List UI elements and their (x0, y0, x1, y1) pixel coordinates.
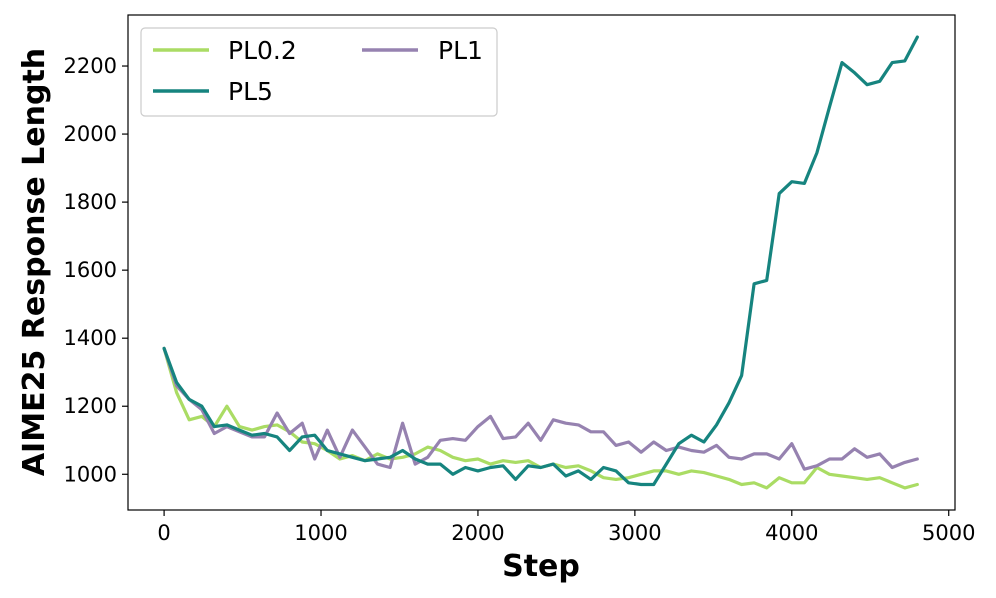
x-tick-label: 4000 (765, 521, 818, 545)
plot-frame (127, 14, 956, 511)
series-line-pl5 (162, 35, 919, 487)
x-tick-label: 3000 (608, 521, 661, 545)
x-tick-label: 1000 (294, 521, 347, 545)
y-axis-title: AIME25 Response Length (17, 48, 52, 476)
series-layer (162, 35, 919, 490)
y-tick-label: 1400 (64, 326, 117, 350)
legend-label-pl1: PL1 (438, 36, 483, 65)
y-tick-label: 1600 (64, 258, 117, 282)
series-line-pl1 (162, 346, 919, 471)
y-tick-label: 2000 (64, 122, 117, 146)
x-tick-label: 0 (157, 521, 170, 545)
x-tick-label: 5000 (922, 521, 975, 545)
y-tick-label: 1800 (64, 190, 117, 214)
x-axis: 0 1000 2000 3000 4000 5000 (157, 510, 975, 545)
legend-label-pl5: PL5 (228, 77, 273, 106)
x-axis-title: Step (502, 549, 580, 584)
legend: PL0.2 PL5 PL1 (140, 27, 498, 117)
y-axis: 1000 1200 1400 1600 1800 2000 2200 (64, 54, 128, 486)
legend-label-pl02: PL0.2 (228, 36, 297, 65)
y-tick-label: 2200 (64, 54, 117, 78)
y-tick-label: 1200 (64, 394, 117, 418)
y-tick-label: 1000 (64, 462, 117, 486)
x-tick-label: 2000 (451, 521, 504, 545)
